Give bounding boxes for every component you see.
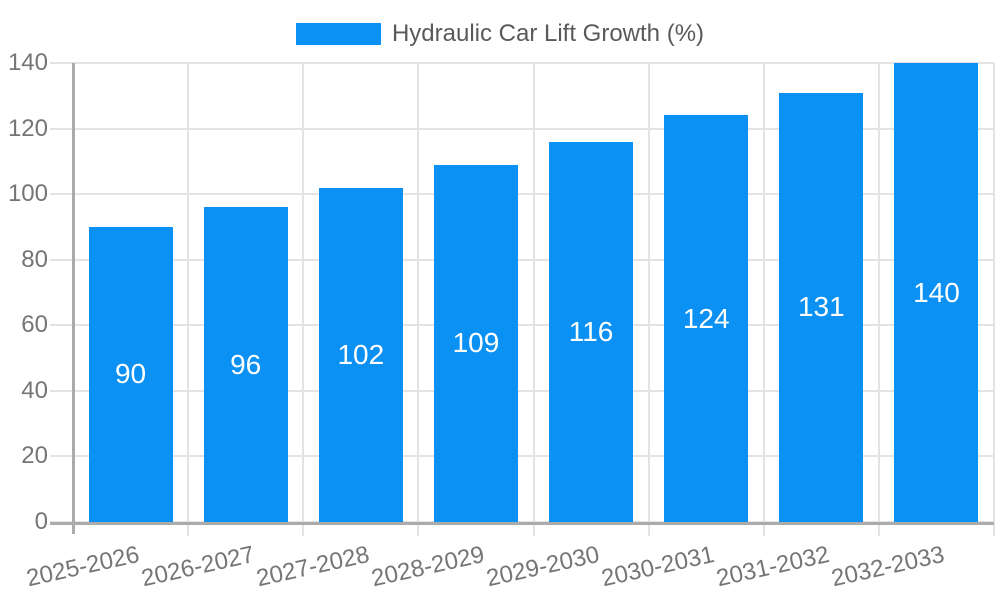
y-axis-tick-label: 100 bbox=[7, 180, 48, 208]
bar[interactable] bbox=[894, 63, 979, 522]
bar[interactable] bbox=[433, 164, 518, 522]
x-gridline bbox=[187, 63, 190, 536]
bar-value-label: 131 bbox=[797, 291, 845, 323]
y-axis-tick-label: 20 bbox=[21, 442, 48, 470]
bar[interactable] bbox=[664, 115, 749, 522]
bar[interactable] bbox=[318, 187, 403, 522]
chart-legend[interactable]: Hydraulic Car Lift Growth (%) bbox=[0, 20, 1000, 48]
bar[interactable] bbox=[203, 207, 288, 522]
x-gridline bbox=[877, 63, 880, 536]
y-axis-tick-label: 140 bbox=[7, 49, 48, 76]
bar-value-label: 102 bbox=[337, 338, 385, 370]
bar-value-label: 140 bbox=[913, 276, 960, 308]
y-axis-tick-label: 40 bbox=[21, 376, 48, 404]
y-axis-tick-label: 80 bbox=[21, 245, 48, 273]
x-gridline bbox=[417, 63, 420, 536]
y-axis-tick-label: 120 bbox=[7, 114, 48, 142]
legend-label: Hydraulic Car Lift Growth (%) bbox=[391, 20, 705, 47]
y-gridline bbox=[50, 127, 994, 130]
bar[interactable] bbox=[779, 92, 864, 522]
y-gridline bbox=[50, 455, 994, 458]
x-gridline bbox=[993, 63, 995, 536]
legend-swatch bbox=[295, 23, 381, 45]
bar-value-label: 109 bbox=[452, 327, 500, 359]
x-gridline bbox=[647, 63, 650, 536]
y-axis-tick-label: 60 bbox=[21, 311, 48, 339]
bar-value-label: 96 bbox=[230, 348, 262, 380]
bar[interactable] bbox=[549, 141, 634, 522]
y-axis-tick-label: 0 bbox=[34, 508, 48, 535]
y-gridline bbox=[50, 258, 994, 261]
y-gridline bbox=[50, 389, 994, 392]
bar-value-label: 90 bbox=[114, 358, 147, 390]
y-axis-line bbox=[72, 63, 75, 534]
bar[interactable] bbox=[88, 226, 173, 522]
bar-value-label: 124 bbox=[682, 302, 730, 334]
x-gridline bbox=[302, 63, 305, 536]
y-gridline bbox=[50, 324, 994, 327]
x-axis-line bbox=[50, 522, 994, 525]
x-gridline bbox=[532, 63, 535, 536]
y-gridline bbox=[50, 193, 994, 196]
bar-value-label: 116 bbox=[568, 315, 614, 347]
x-gridline bbox=[762, 63, 765, 536]
y-gridline bbox=[50, 62, 994, 64]
